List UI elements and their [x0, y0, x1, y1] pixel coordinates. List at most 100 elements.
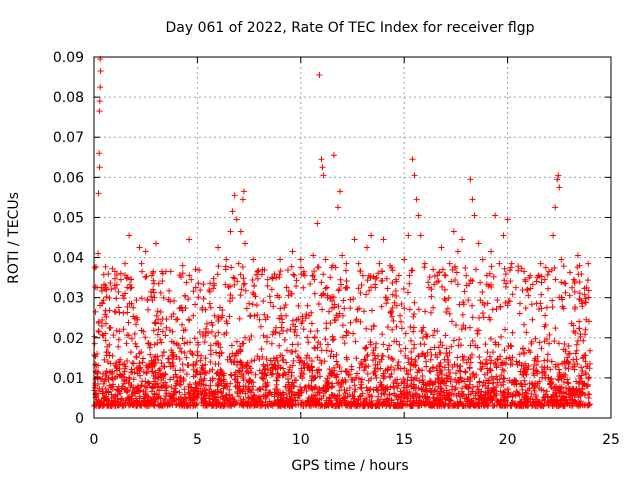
y-tick-label: 0.09: [53, 50, 84, 66]
data-point: [507, 391, 514, 398]
data-point: [517, 300, 524, 307]
data-point: [181, 292, 188, 299]
data-point: [318, 292, 325, 299]
data-point: [321, 358, 328, 365]
data-point: [519, 287, 526, 294]
data-point: [260, 361, 267, 368]
data-point: [531, 387, 538, 394]
data-point: [180, 327, 187, 334]
data-point: [326, 366, 333, 373]
data-point: [162, 370, 169, 377]
data-point: [566, 350, 573, 357]
data-point: [248, 332, 255, 339]
data-point: [105, 402, 112, 409]
data-point: [107, 279, 114, 286]
data-point: [112, 285, 119, 292]
data-point: [214, 271, 221, 278]
data-point: [105, 376, 112, 383]
data-point: [169, 360, 176, 367]
data-point: [315, 339, 322, 346]
data-point: [506, 354, 513, 361]
data-point: [277, 399, 284, 406]
data-point: [153, 391, 160, 398]
data-point: [284, 398, 291, 405]
data-point: [150, 277, 157, 284]
data-point: [166, 395, 173, 402]
data-point: [284, 376, 291, 383]
data-point: [529, 281, 536, 288]
data-point: [150, 270, 157, 277]
data-point: [216, 304, 223, 311]
data-point: [411, 341, 418, 348]
data-point: [363, 344, 370, 351]
data-point: [509, 329, 516, 336]
data-point: [342, 390, 349, 397]
data-point: [258, 370, 265, 377]
data-point: [102, 385, 109, 392]
data-point: [219, 393, 226, 400]
data-point: [247, 313, 254, 320]
data-point: [113, 364, 120, 371]
data-point: [120, 380, 127, 387]
data-point: [500, 389, 507, 396]
data-point: [237, 388, 244, 395]
data-point: [159, 352, 166, 359]
data-point: [291, 329, 298, 336]
data-point: [99, 375, 106, 382]
data-point: [209, 396, 216, 403]
data-point: [240, 275, 247, 282]
data-point: [454, 248, 461, 255]
data-point: [446, 310, 453, 317]
data-point: [556, 401, 563, 408]
data-point: [362, 357, 369, 364]
data-point: [249, 276, 256, 283]
data-point: [427, 346, 434, 353]
data-point: [444, 375, 451, 382]
data-point: [190, 399, 197, 406]
data-point: [439, 378, 446, 385]
data-point: [193, 368, 200, 375]
data-point: [545, 374, 552, 381]
data-point: [240, 383, 247, 390]
data-point: [530, 400, 537, 407]
data-point: [181, 349, 188, 356]
data-point: [335, 287, 342, 294]
x-tick-label: 20: [499, 432, 517, 448]
data-point: [393, 293, 400, 300]
y-tick-label: 0.08: [53, 90, 84, 106]
data-point: [310, 272, 317, 279]
data-point: [124, 358, 131, 365]
data-point: [365, 272, 372, 279]
data-point: [514, 361, 521, 368]
data-point: [381, 373, 388, 380]
data-point: [319, 164, 326, 171]
data-point: [333, 358, 340, 365]
data-point: [560, 346, 567, 353]
data-point: [199, 306, 206, 313]
data-point: [472, 266, 479, 273]
data-point: [323, 402, 330, 409]
data-point: [263, 372, 270, 379]
data-point: [246, 336, 253, 343]
data-point: [257, 386, 264, 393]
data-point: [125, 332, 132, 339]
data-point: [129, 359, 136, 366]
data-point: [402, 330, 409, 337]
data-point: [256, 356, 263, 363]
data-point: [197, 371, 204, 378]
data-point: [167, 363, 174, 370]
data-point: [383, 275, 390, 282]
data-point: [538, 386, 545, 393]
data-point: [211, 312, 218, 319]
data-point: [165, 296, 172, 303]
data-point: [415, 306, 422, 313]
data-point: [281, 336, 288, 343]
data-point: [533, 278, 540, 285]
data-point: [328, 397, 334, 404]
data-point: [498, 372, 505, 379]
data-point: [420, 324, 427, 331]
y-tick-label: 0.01: [53, 371, 84, 387]
data-point: [291, 394, 298, 401]
data-point: [336, 286, 343, 293]
data-point: [334, 393, 341, 400]
